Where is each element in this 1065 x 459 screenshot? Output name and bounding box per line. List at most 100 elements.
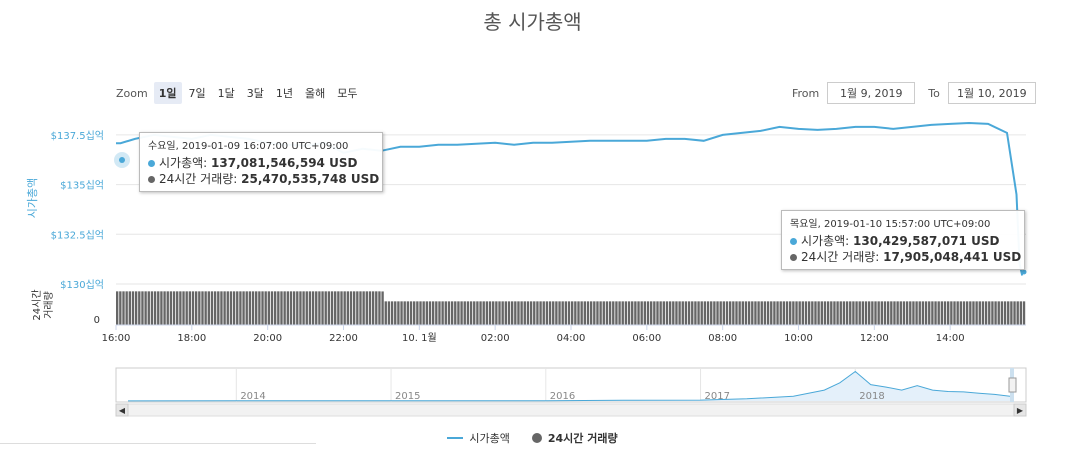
volume-bar: [141, 291, 144, 325]
volume-bar: [564, 301, 568, 325]
volume-bar: [438, 301, 441, 325]
volume-bar: [431, 301, 435, 325]
volume-bar: [947, 301, 950, 325]
volume-bar: [311, 291, 315, 325]
volume-bar: [255, 291, 258, 325]
volume-bar: [138, 291, 141, 325]
volume-bar: [533, 301, 536, 325]
volume-bar: [343, 291, 346, 325]
footer-divider: [0, 443, 316, 444]
volume-bar: [507, 301, 511, 325]
volume-bar: [488, 301, 492, 325]
volume-bar: [548, 301, 552, 325]
volume-bar: [953, 301, 956, 325]
volume-bar: [122, 291, 125, 325]
navigator-year-label: 2016: [550, 391, 575, 402]
volume-bar: [962, 301, 966, 325]
volume-bar: [959, 301, 963, 325]
volume-bar: [1022, 301, 1026, 325]
zoom-button-7d[interactable]: 7일: [188, 87, 206, 100]
volume-bar: [444, 301, 447, 325]
volume-bar: [735, 301, 738, 325]
x-tick-label: 10:00: [784, 333, 813, 344]
legend-item-volume[interactable]: 24시간 거래량: [531, 430, 618, 446]
zoom-button-1y[interactable]: 1년: [275, 87, 293, 100]
volume-bar: [801, 301, 805, 325]
volume-bar: [744, 301, 748, 325]
volume-bar: [479, 301, 482, 325]
y-tick-label: $135십억: [60, 180, 104, 192]
x-tick-label: 10. 1월: [402, 332, 437, 344]
volume-bar: [605, 301, 609, 325]
volume-bar: [997, 301, 1000, 325]
navigator-handle-target[interactable]: [1007, 376, 1018, 394]
navigator-year-label: 2018: [859, 391, 884, 402]
volume-bar: [523, 301, 526, 325]
volume-bar: [811, 301, 814, 325]
volume-bar: [469, 301, 473, 325]
volume-bar: [1000, 301, 1004, 325]
scrollbar-left-target[interactable]: [116, 404, 128, 416]
volume-bar: [931, 301, 934, 325]
scrollbar-right-target[interactable]: [1014, 404, 1026, 416]
volume-bar: [223, 291, 226, 325]
volume-bar: [318, 291, 321, 325]
navigator-year-labels: 2014 2015 2016 2017 2018: [240, 391, 884, 402]
volume-bar: [160, 291, 163, 325]
volume-bar: [413, 301, 416, 325]
chart-title: 총 시가총액: [483, 10, 582, 34]
to-date-input[interactable]: 1월 10, 2019: [947, 82, 1036, 104]
zoom-button-1m[interactable]: 1달: [217, 87, 235, 100]
volume-bar: [728, 301, 732, 325]
zoom-button-3m[interactable]: 3달: [246, 87, 264, 100]
navigator-year-label: 2015: [395, 391, 420, 402]
volume-bar: [529, 301, 533, 325]
volume-bar: [716, 301, 719, 325]
volume-axis-zero: 0: [94, 315, 100, 326]
volume-bar: [602, 301, 605, 325]
volume-bar: [406, 301, 410, 325]
volume-bar: [387, 301, 391, 325]
volume-bar: [574, 301, 577, 325]
volume-bar: [419, 301, 422, 325]
volume-bar: [371, 291, 375, 325]
x-axis-ticks: 16:00 18:00 20:00 22:00 10. 1월 02:00 04:00 06:0…: [102, 325, 965, 344]
volume-bar: [296, 291, 299, 325]
zoom-button-all[interactable]: 모두: [337, 87, 358, 100]
tooltip-right-vol-label: 24시간 거래량: [801, 250, 876, 264]
volume-bar: [950, 301, 953, 325]
volume-bar: [273, 291, 277, 325]
volume-bar: [545, 301, 549, 325]
volume-bar: [646, 301, 650, 325]
volume-bar: [375, 291, 378, 325]
volume-bar: [782, 301, 786, 325]
x-tick-label: 22:00: [329, 333, 358, 344]
volume-bar: [849, 301, 852, 325]
volume-bar: [608, 301, 612, 325]
volume-bar: [640, 301, 643, 325]
volume-bar: [956, 301, 959, 325]
zoom-button-1d[interactable]: 1일: [153, 82, 182, 104]
zoom-button-ytd[interactable]: 올해: [305, 87, 326, 100]
volume-bar: [905, 301, 909, 325]
from-date-input[interactable]: 1월 9, 2019: [827, 82, 916, 104]
tooltip-right-mc-label: 시가총액: [801, 234, 846, 248]
volume-bar: [785, 301, 789, 325]
volume-bar: [883, 301, 887, 325]
volume-bar: [308, 291, 312, 325]
volume-bar: [204, 291, 207, 325]
volume-bar: [773, 301, 776, 325]
volume-bar: [207, 291, 210, 325]
volume-bar: [517, 301, 520, 325]
volume-bar: [558, 301, 561, 325]
x-tick-label: 06:00: [632, 333, 661, 344]
volume-bar: [732, 301, 735, 325]
volume-bar: [172, 291, 176, 325]
legend-item-marketcap[interactable]: 시가총액: [447, 430, 510, 446]
tooltip-left-vol-label: 24시간 거래량: [159, 172, 234, 186]
volume-bar: [286, 291, 289, 325]
volume-bar: [899, 301, 902, 325]
volume-bar: [981, 301, 985, 325]
volume-bar: [305, 291, 308, 325]
volume-bar: [580, 301, 583, 325]
